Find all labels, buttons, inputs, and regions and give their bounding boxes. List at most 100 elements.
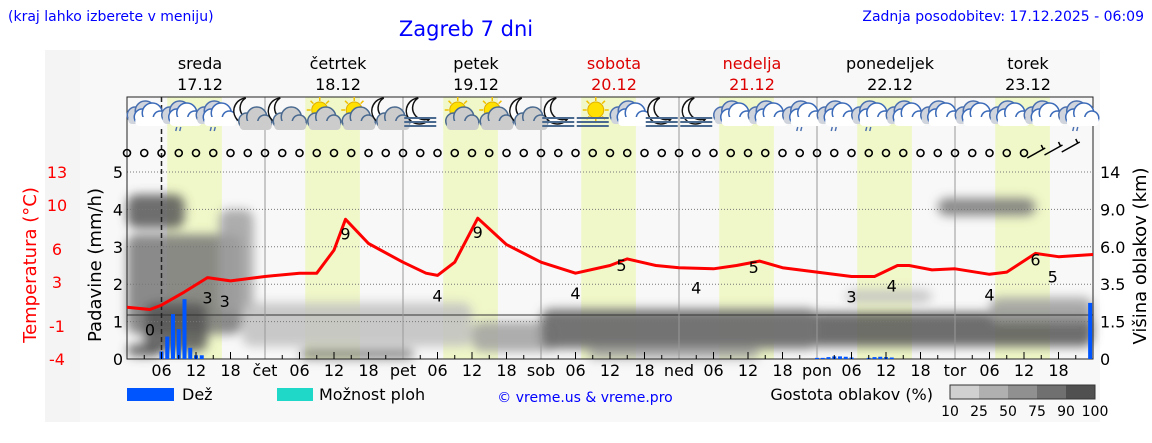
calm-wind-icon [450,148,460,158]
wind-barb-icon [1044,141,1063,156]
day-tick: sob [527,361,555,380]
cloud-base [1066,117,1099,126]
cloud-drizzle-icon [195,100,237,132]
cloudy-icon [885,100,927,126]
calm-wind-icon [640,148,649,158]
calm-wind-icon [502,148,511,158]
precip-bar [1088,302,1093,359]
height-tick: 9.0 [1100,200,1125,219]
credit-link[interactable]: © vreme.us & vreme.pro [497,390,672,406]
calm-wind-icon [657,148,667,158]
drizzle-drop [865,126,868,132]
hour-tick: 12 [1014,361,1034,380]
sun-ray [310,100,314,105]
precip-bar [872,357,877,359]
cloudy-icon [1023,100,1065,126]
hour-tick: 12 [876,361,896,380]
day-name: ponedeljek [846,54,935,73]
calm-wind-icon [398,148,408,158]
hour-tick: 06 [151,361,171,380]
calm-wind-icon [726,148,736,158]
cloud-base [721,117,754,126]
sun-ray [463,100,468,105]
day-tick: čet [253,361,278,380]
hour-tick: 06 [289,361,309,380]
cloud-base [446,121,479,130]
temp-label: 4 [691,279,701,298]
calm-wind-icon [226,148,235,158]
drizzle-drop [1076,126,1079,132]
cloud-base [790,117,823,126]
day-date: 21.12 [729,75,775,94]
cloud-density-legend-label: Gostota oblakov (%) [770,385,933,404]
day-name: sobota [587,54,641,73]
cloud-layer [845,289,932,303]
cloudy-icon [989,100,1031,126]
hour-tick: 06 [565,361,585,380]
sun-cloud-icon [341,97,376,130]
calm-wind-icon [1002,148,1012,158]
day-date: 17.12 [177,75,223,94]
moon-cloud-icon [233,97,273,130]
calm-wind-icon [881,148,891,158]
temp-label: 4 [887,277,897,296]
calm-wind-icon [588,148,598,158]
height-tick: 6.0 [1100,238,1125,257]
cloudy-icon [609,100,651,126]
temp-axis-bg [45,50,80,422]
density-level: 100 [1082,404,1109,420]
moon-fog-icon [680,97,713,127]
height-axis-label: Višina oblakov (km) [1130,167,1151,344]
calm-wind-icon [812,148,822,158]
hour-tick: 18 [496,361,516,380]
temp-label: 3 [202,289,212,308]
cloud-base [135,117,168,126]
precip-bar [889,357,894,359]
drizzle-drop [830,126,833,132]
shower-legend-swatch [277,388,313,401]
precip-bar [199,355,204,359]
cloud-base [963,117,996,126]
moon-cloud-icon [267,97,307,130]
temp-tick: 13 [47,163,67,182]
sun-ray [448,100,452,105]
hour-tick: 06 [703,361,723,380]
calm-wind-icon [691,148,701,158]
cloud-base [825,117,858,126]
calm-wind-icon [295,148,304,158]
hour-tick: 18 [772,361,792,380]
cloud-layer [127,344,162,357]
cloud-drizzle-icon [161,100,203,132]
height-tick: 1.5 [1100,313,1125,332]
density-swatch [1066,385,1095,399]
hour-tick: 18 [910,361,930,380]
sun-ray [325,100,330,105]
menu-hint[interactable]: (kraj lahko izberete v meniju) [8,9,214,25]
calm-wind-icon [364,148,373,158]
precip-bar [815,357,819,359]
drizzle-drop [800,126,803,132]
density-swatch [979,385,1008,399]
temp-label: 9 [340,224,350,243]
calm-wind-icon [260,148,270,158]
sun-ray [482,100,487,105]
calm-wind-icon [933,148,943,158]
day-date: 23.12 [1005,75,1051,94]
day-date: 22.12 [867,75,913,94]
cloud-base [1032,117,1065,126]
cloud-base [343,121,376,130]
density-level: 10 [941,404,959,420]
cloud-layer [989,297,1093,322]
cloud-base [169,117,202,126]
day-name: nedelja [723,54,782,73]
precip-axis-label: Padavine (mm/h) [85,188,106,342]
temp-tick: 6 [52,240,62,259]
calm-wind-icon [139,148,149,158]
cloudy-icon [920,100,962,126]
sun-cloud-icon [306,97,342,130]
precip-tick: 1 [113,313,123,332]
day-date: 20.12 [591,75,637,94]
sun-ray [360,100,364,105]
cloud-base [377,121,410,130]
